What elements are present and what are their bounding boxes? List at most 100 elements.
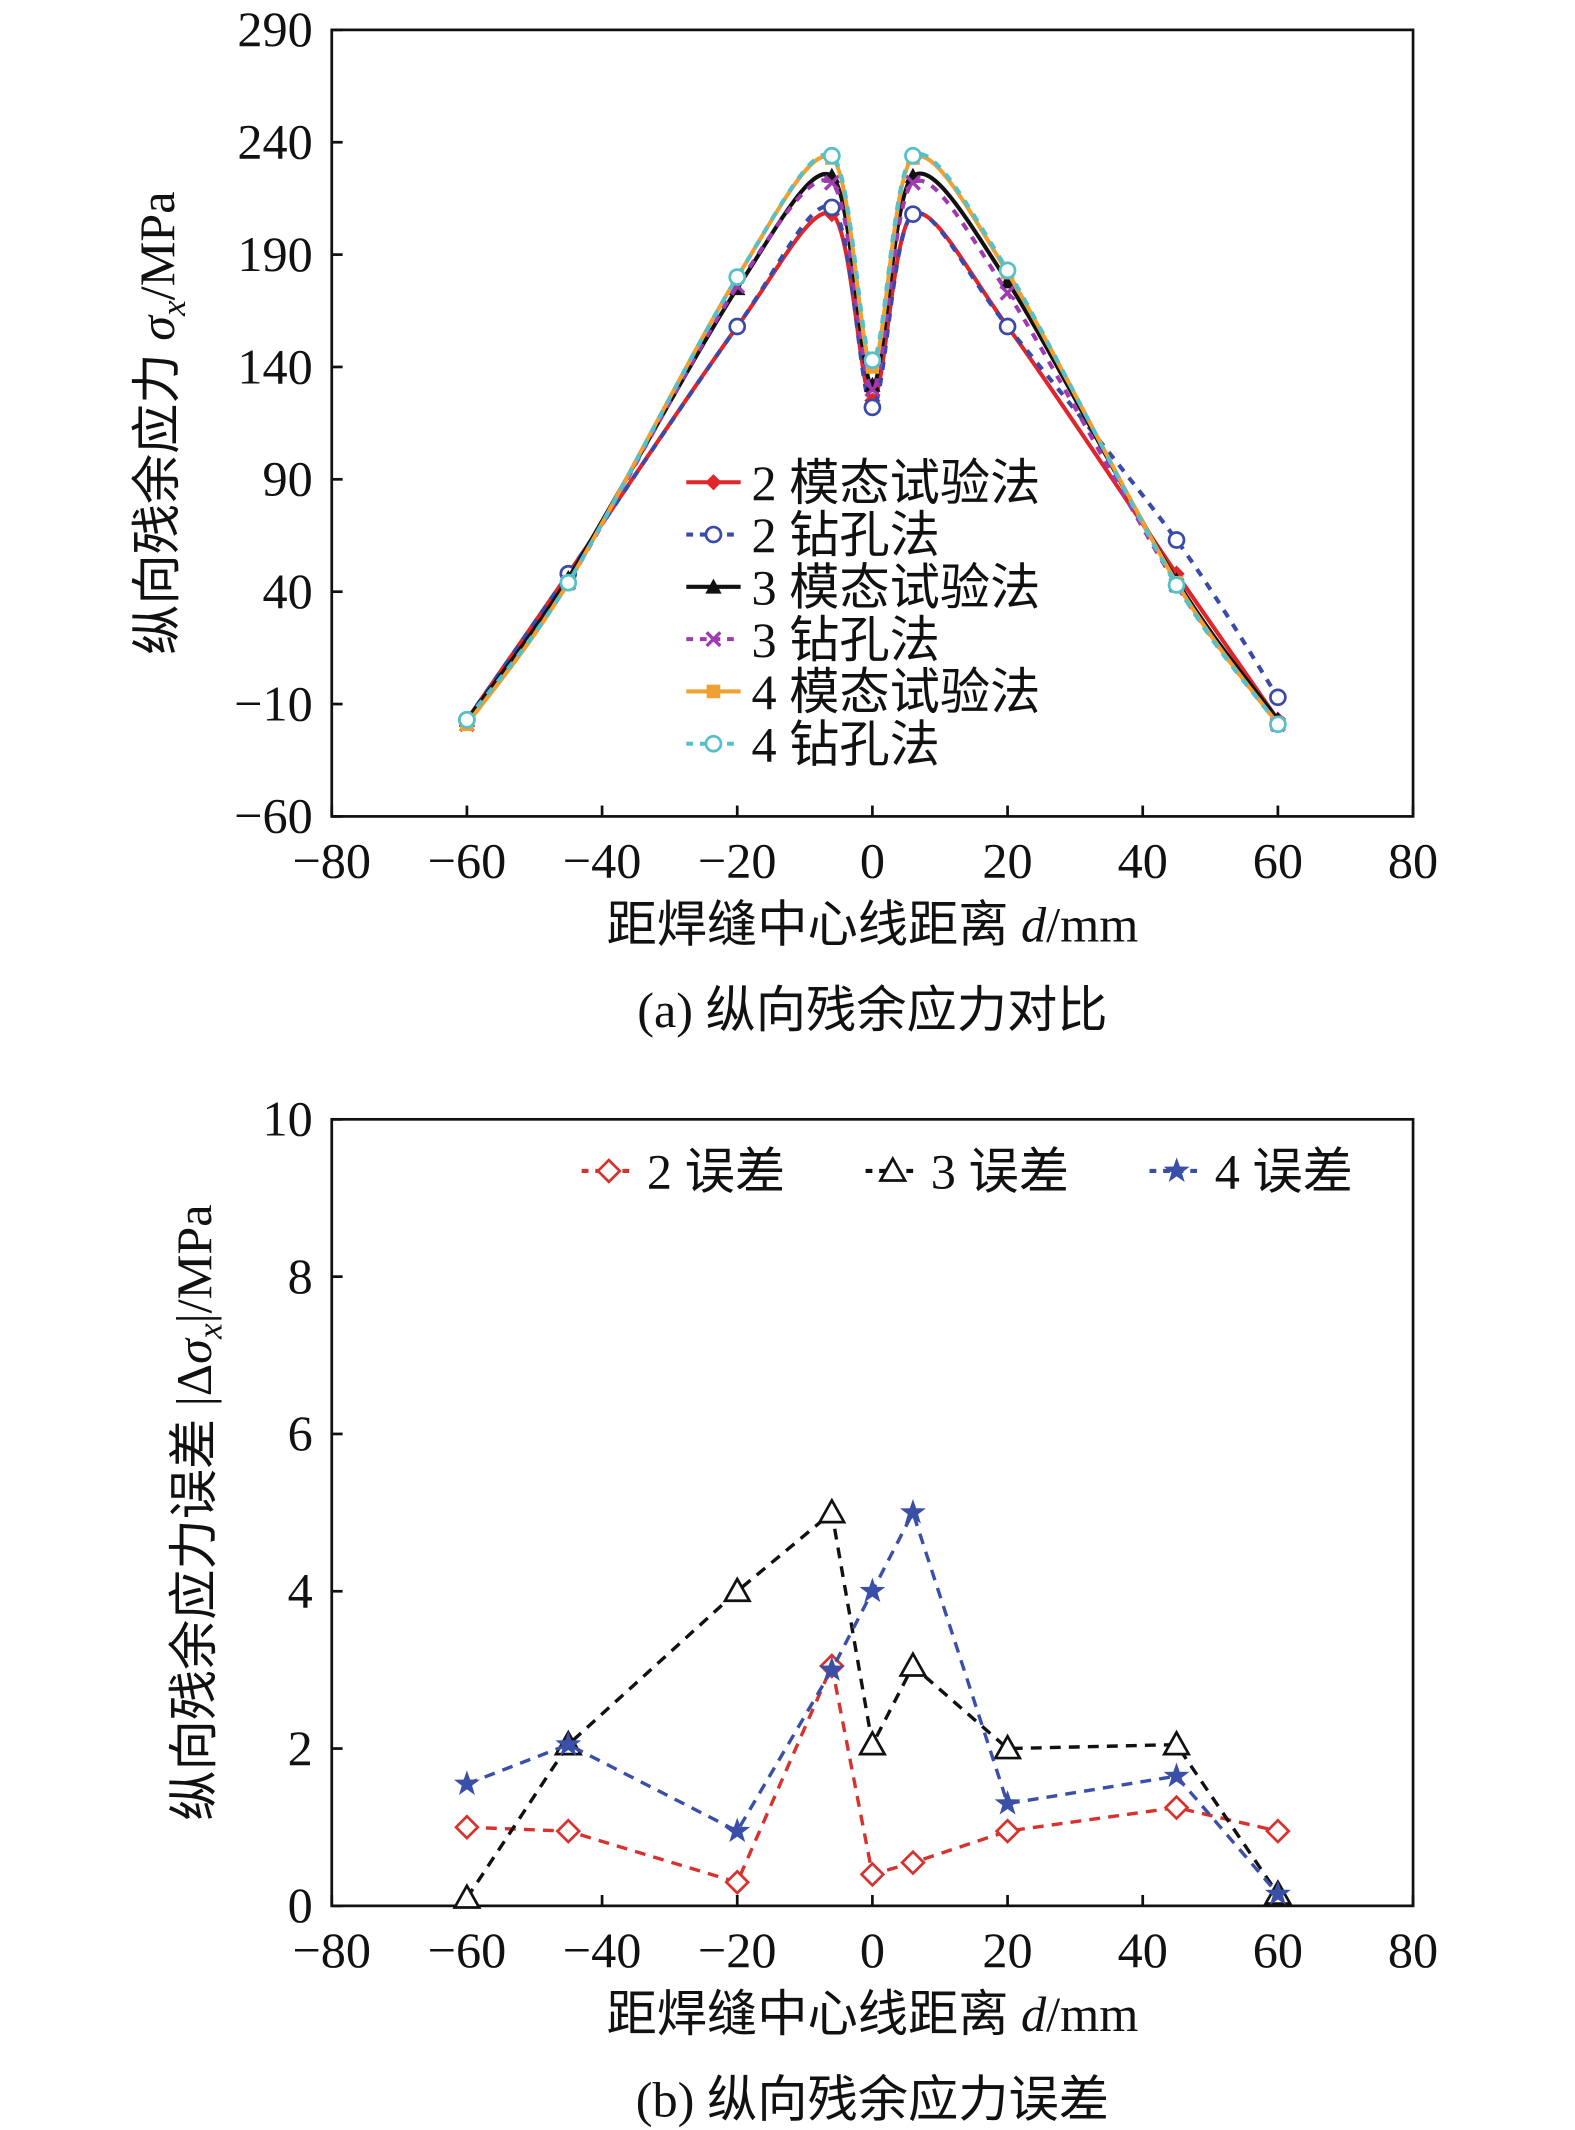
y-tick-label: 140	[237, 338, 312, 394]
chart-b-stress-error: −80 −60 −40 −20 0 20 40 60 80 0 2 4 6 8 10 距焊缝中心线距离 d/m…	[166, 1091, 1438, 2128]
x-tick-label: 20	[982, 833, 1032, 889]
y-tick-label: 10	[262, 1091, 312, 1147]
legend-item: 4 钻孔法	[686, 716, 940, 772]
chart-caption: (a) 纵向残余应力对比	[637, 982, 1107, 1038]
legend-label: 3 模态试验法	[752, 559, 1041, 615]
label-part: 距焊缝中心线距离	[606, 896, 1021, 952]
y-tick-label: 290	[237, 1, 312, 57]
marker-circle	[559, 573, 578, 592]
plot-frame	[330, 1117, 1415, 1908]
marker-circle	[1269, 688, 1287, 707]
legend-label: 4 钻孔法	[752, 716, 940, 772]
marker-star	[1163, 1762, 1190, 1788]
legend-item: 4 模态试验法	[686, 664, 1040, 720]
x-tick-label: 60	[1253, 833, 1303, 889]
x-tick-label: −40	[563, 1922, 642, 1978]
marker-circle	[728, 317, 747, 336]
y-tick-label: 6	[288, 1405, 313, 1461]
label-part: /MPa	[129, 191, 185, 300]
marker-circle	[823, 146, 841, 165]
marker-square	[706, 684, 721, 699]
legend-label: 2 模态试验法	[752, 455, 1041, 511]
x-tick-label: −60	[428, 1922, 507, 1978]
marker-circle	[998, 261, 1017, 280]
y-tick-label: 0	[288, 1877, 313, 1933]
label-part: /mm	[1046, 1986, 1138, 2042]
marker-triangle	[864, 376, 881, 392]
y-axis-label: 纵向残余应力 σx/MPa	[129, 191, 193, 654]
series-2	[452, 1497, 1293, 1909]
x-tick-label: 80	[1388, 1922, 1438, 1978]
legend-item: 3 模态试验法	[686, 559, 1040, 615]
series-3	[453, 1499, 1291, 1906]
x-axis-label: 距焊缝中心线距离 d/mm	[606, 896, 1138, 952]
marker-x	[999, 284, 1016, 301]
marker-star	[1163, 1157, 1190, 1182]
marker-circle	[904, 146, 922, 165]
marker-diamond	[1163, 1794, 1190, 1821]
marker-triangle	[1161, 1729, 1192, 1756]
marker-triangle	[898, 1650, 928, 1677]
marker-circle	[1167, 576, 1186, 594]
marker-diamond	[555, 1818, 582, 1844]
legend-item: 3 钻孔法	[686, 612, 940, 668]
series-line	[466, 1660, 1279, 1885]
legend-item: 2 误差	[581, 1144, 785, 1200]
series-6	[458, 146, 1287, 734]
marker-triangle	[817, 1497, 847, 1524]
legend-label: 4 误差	[1215, 1144, 1353, 1200]
legend-label: 4 模态试验法	[752, 664, 1041, 720]
marker-circle	[904, 205, 922, 223]
series-1	[454, 1653, 1291, 1896]
label-part: x	[191, 1323, 230, 1340]
marker-diamond	[900, 1849, 926, 1876]
y-tick-label: 90	[262, 451, 312, 507]
marker-triangle	[857, 1729, 887, 1756]
label-part: σ	[166, 1337, 222, 1364]
x-tick-label: −80	[292, 1922, 371, 1978]
marker-star	[994, 1790, 1021, 1815]
label-part: d	[1021, 896, 1047, 952]
marker-diamond	[859, 1861, 886, 1888]
chart-caption: (b) 纵向残余应力误差	[636, 2071, 1109, 2127]
y-tick-label: 2	[288, 1720, 313, 1776]
x-tick-label: −60	[428, 833, 507, 889]
legend-item: 2 钻孔法	[686, 507, 940, 563]
label-part: /mm	[1046, 896, 1138, 952]
marker-star	[1264, 1880, 1291, 1906]
marker-star	[555, 1731, 582, 1756]
marker-star	[859, 1577, 886, 1603]
marker-x	[904, 174, 921, 191]
marker-circle	[1167, 531, 1186, 549]
marker-circle	[704, 734, 723, 753]
x-tick-label: 20	[982, 1922, 1032, 1978]
label-part: 距焊缝中心线距离	[606, 1986, 1021, 2042]
x-tick-label: −80	[292, 833, 371, 889]
label-part: |/MPa	[166, 1204, 222, 1323]
marker-circle	[998, 317, 1017, 336]
marker-circle	[863, 351, 882, 370]
y-tick-label: 8	[288, 1248, 313, 1304]
x-tick-label: −20	[698, 1922, 777, 1978]
series-line	[465, 1509, 1280, 1899]
marker-diamond	[596, 1158, 622, 1184]
label-part: d	[1021, 1986, 1047, 2042]
marker-star	[818, 1656, 845, 1681]
legend-item: 3 误差	[865, 1144, 1069, 1200]
marker-triangle	[878, 1155, 908, 1182]
marker-circle	[1269, 715, 1287, 734]
marker-circle	[458, 710, 476, 729]
marker-x	[705, 631, 722, 648]
marker-circle	[728, 268, 747, 286]
chart-a-longitudinal-stress: −80 −40 −20 0 20 40 60 80 −60 −60 −10 40 90 140 190 240…	[129, 1, 1438, 1038]
y-axis-label: 纵向残余应力误差 |Δσx|/MPa	[166, 1204, 230, 1820]
legend-item: 4 误差	[1149, 1144, 1353, 1200]
x-axis-label: 距焊缝中心线距离 d/mm	[606, 1986, 1138, 2042]
marker-triangle	[722, 1576, 752, 1603]
series-line	[465, 204, 1280, 721]
legend-label: 3 钻孔法	[752, 612, 940, 668]
x-tick-label: 0	[860, 833, 885, 889]
marker-circle	[704, 525, 723, 544]
label-part: 纵向残余应力误差 |Δ	[166, 1364, 222, 1821]
